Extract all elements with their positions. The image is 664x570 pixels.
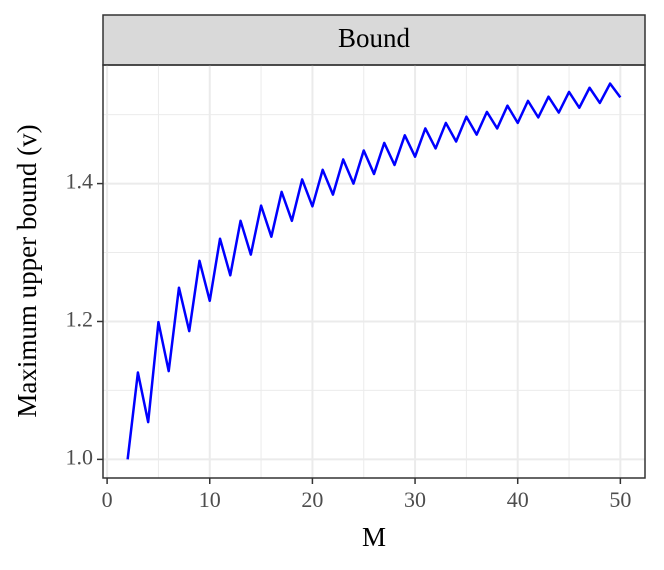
panel-border <box>102 64 646 479</box>
x-tick-label: 20 <box>301 487 323 512</box>
y-tick-label: 1.4 <box>66 169 94 194</box>
x-tick-label: 50 <box>609 487 631 512</box>
strip-label: Bound <box>338 23 411 53</box>
y-tick-label: 1.0 <box>66 444 94 469</box>
x-tick-label: 0 <box>102 487 113 512</box>
x-tick-label: 10 <box>199 487 221 512</box>
x-tick-label: 40 <box>507 487 529 512</box>
y-tick-label: 1.2 <box>66 307 94 332</box>
data-line <box>126 82 622 460</box>
facet-strip <box>102 14 646 66</box>
y-axis-title: Maximum upper bound (v) <box>12 124 42 417</box>
x-tick-label: 30 <box>404 487 426 512</box>
x-axis-title: M <box>362 522 386 552</box>
